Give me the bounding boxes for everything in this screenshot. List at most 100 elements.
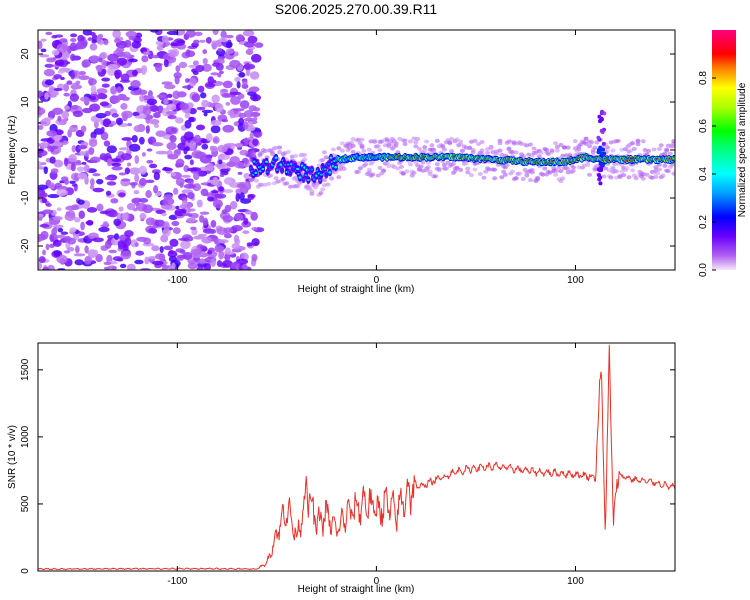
spectrogram-halo-cell — [407, 139, 413, 144]
spectrogram-noise-cell — [91, 39, 98, 44]
spectrogram-noise-cell — [178, 61, 188, 69]
spectrogram-noise-cell — [76, 166, 85, 172]
spectrogram-noise-cell — [167, 93, 173, 99]
spectrogram-noise-cell — [230, 142, 235, 151]
spectrogram-noise-cell — [88, 139, 98, 148]
spectrogram-noise-cell — [150, 54, 160, 59]
spectrogram-noise-cell — [57, 227, 64, 233]
spectrogram-halo-cell — [277, 145, 283, 150]
spectrogram-noise-cell — [224, 204, 232, 213]
spectrogram-noise-cell — [145, 217, 155, 226]
spectrogram-noise-cell — [152, 260, 164, 266]
spectrogram-noise-cell — [175, 248, 185, 253]
spectrogram-signal-cell — [320, 173, 323, 176]
spectrogram-noise-cell — [189, 159, 194, 166]
spectrogram-noise-cell — [118, 147, 129, 151]
spectrogram-noise-cell — [78, 75, 90, 81]
spectrogram-noise-cell — [77, 199, 85, 205]
spectrogram-noise-cell — [66, 80, 73, 85]
spectrogram-noise-cell — [202, 49, 208, 55]
spectrogram-noise-cell — [96, 88, 108, 95]
spectrogram-noise-cell — [207, 76, 215, 85]
spectrogram-halo-cell — [273, 145, 279, 150]
spectrogram-noise-cell — [60, 176, 69, 181]
spectrogram-noise-cell — [211, 94, 220, 104]
spectrogram-halo-cell — [398, 164, 404, 169]
spectrogram-halo-cell — [329, 176, 335, 181]
spectrogram-halo-cell — [463, 161, 469, 166]
spectrogram-noise-cell — [177, 142, 188, 151]
spectrogram-noise-cell — [129, 181, 139, 186]
spectrogram-halo-cell — [454, 137, 460, 142]
spectrogram-noise-cell — [103, 39, 109, 46]
spectrogram-halo-cell — [359, 137, 365, 142]
spectrogram-noise-cell — [141, 67, 147, 76]
spectrogram-noise-cell — [187, 179, 194, 186]
spectrogram-noise-cell — [150, 105, 159, 112]
spectrogram-halo-cell — [538, 150, 544, 155]
spectrogram-noise-cell — [134, 259, 144, 265]
spectrogram-halo-cell — [472, 167, 478, 172]
spectrogram-noise-cell — [219, 173, 225, 178]
spectrogram-noise-cell — [214, 103, 224, 113]
spectrogram-halo-cell — [497, 148, 503, 153]
spectrogram-spike-cell — [596, 135, 601, 140]
spectrogram-noise-cell — [162, 228, 171, 237]
spectrogram-halo-cell — [449, 149, 455, 154]
spectrogram-noise-cell — [250, 211, 258, 221]
spectrogram-noise-cell — [49, 182, 56, 190]
spectrogram-noise-cell — [121, 212, 129, 221]
spectrogram-noise-cell — [238, 192, 245, 201]
spectrogram-noise-cell — [41, 197, 48, 203]
spectrogram-halo-cell — [536, 154, 542, 159]
spectrogram-noise-cell — [246, 242, 253, 247]
spectrogram-noise-cell — [199, 39, 206, 43]
spectrogram-signal-cell — [289, 171, 292, 175]
spectrogram-noise-cell — [124, 39, 132, 48]
spectrogram-noise-cell — [155, 253, 165, 260]
spectrogram-noise-cell — [74, 259, 84, 266]
spectrogram-halo-cell — [413, 140, 419, 145]
spectrogram-halo-cell — [402, 142, 408, 147]
spectrogram-noise-cell — [182, 85, 194, 89]
spectrogram-noise-cell — [161, 263, 168, 270]
spectrogram-halo-cell — [493, 151, 499, 156]
spectrogram-halo-cell — [325, 182, 331, 187]
spectrogram-noise-cell — [79, 96, 90, 102]
spectrogram-noise-cell — [190, 212, 199, 219]
spectrogram-halo-cell — [420, 168, 426, 173]
spectrogram-noise-cell — [69, 38, 77, 42]
spectrogram-noise-cell — [103, 140, 111, 147]
spectrogram-noise-cell — [222, 124, 235, 133]
spectrogram-noise-cell — [53, 159, 64, 168]
spectrogram-halo-cell — [520, 176, 526, 181]
snr-background — [38, 343, 675, 571]
spectrogram-noise-cell — [223, 233, 232, 239]
spectrogram-noise-cell — [40, 138, 53, 142]
spectrogram-halo-cell — [339, 148, 345, 153]
spectrogram-noise-cell — [182, 212, 191, 216]
spectrogram-noise-cell — [196, 199, 203, 208]
spectrogram-noise-cell — [149, 30, 159, 33]
spectrogram-noise-cell — [65, 205, 77, 211]
spectrogram-noise-cell — [89, 96, 97, 101]
spectrogram-noise-cell — [53, 88, 63, 92]
spectrogram-halo-cell — [656, 167, 662, 172]
spectrogram-noise-cell — [249, 71, 260, 80]
spectrogram-noise-cell — [56, 189, 68, 197]
spectrogram-noise-cell — [248, 38, 257, 43]
spectrogram-y-axis-label: Frequency (Hz) — [7, 116, 18, 185]
spectrogram-noise-cell — [111, 166, 123, 171]
colorbar-tick-label: 0.2 — [698, 215, 709, 229]
spectrogram-noise-cell — [188, 64, 198, 68]
spectrogram-noise-cell — [96, 178, 104, 185]
spectrogram-halo-cell — [665, 169, 671, 174]
spectrogram-noise-cell — [162, 55, 174, 60]
spectrogram-halo-cell — [570, 165, 576, 170]
spectrogram-noise-cell — [61, 110, 70, 119]
spectrogram-noise-cell — [81, 61, 89, 68]
spectrogram-noise-cell — [194, 31, 203, 36]
spectrogram-noise-cell — [63, 157, 69, 167]
spectrogram-halo-cell — [434, 162, 440, 167]
spectrogram-noise-cell — [195, 124, 206, 131]
